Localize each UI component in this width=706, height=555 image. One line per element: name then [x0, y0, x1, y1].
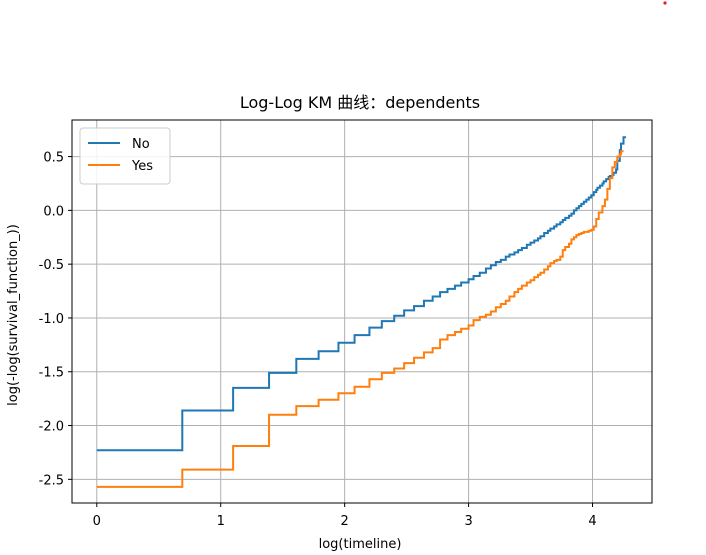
y-tick-label-5: -2.0	[39, 420, 64, 435]
y-tick-label-1: 0.0	[43, 204, 64, 219]
x-tick-label-2: 2	[341, 514, 349, 529]
x-axis-label: log(timeline)	[319, 537, 402, 552]
y-tick-label-2: -0.5	[39, 258, 64, 273]
legend-label-yes: Yes	[131, 159, 153, 174]
x-tick-label-0: 0	[93, 514, 101, 529]
y-axis: 0.5 0.0 -0.5 -1.0 -1.5 -2.0 -2.5	[39, 151, 72, 488]
chart-title: Log-Log KM 曲线：dependents	[240, 93, 480, 112]
y-axis-label: log(-log(survival_function_))	[6, 224, 21, 406]
x-tick-label-1: 1	[217, 514, 225, 529]
series-no-line	[96, 136, 626, 452]
x-tick-label-4: 4	[588, 514, 596, 529]
plot-frame	[71, 119, 653, 504]
x-axis: 0 1 2 3 4	[93, 503, 597, 529]
y-tick-label-6: -2.5	[39, 473, 64, 488]
x-tick-label-3: 3	[464, 514, 472, 529]
y-tick-label-3: -1.0	[39, 312, 64, 327]
y-tick-label-0: 0.5	[43, 151, 64, 166]
stray-dot	[663, 1, 667, 5]
legend: No Yes	[79, 127, 171, 185]
series-layer	[96, 136, 626, 488]
series-yes-line	[96, 150, 624, 488]
y-tick-label-4: -1.5	[39, 366, 64, 381]
legend-box	[79, 127, 171, 185]
legend-label-no: No	[132, 137, 150, 152]
